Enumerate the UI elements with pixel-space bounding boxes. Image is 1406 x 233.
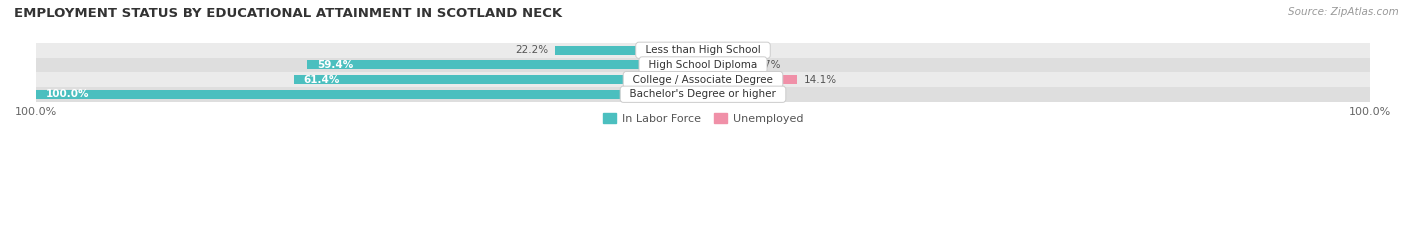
Text: 6.7%: 6.7%	[755, 60, 780, 70]
Text: Source: ZipAtlas.com: Source: ZipAtlas.com	[1288, 7, 1399, 17]
Text: High School Diploma: High School Diploma	[643, 60, 763, 70]
Bar	[555, 46, 703, 55]
Bar	[703, 75, 797, 84]
Text: 14.1%: 14.1%	[804, 75, 837, 85]
Text: Less than High School: Less than High School	[638, 45, 768, 55]
Text: 59.4%: 59.4%	[316, 60, 353, 70]
Text: Bachelor's Degree or higher: Bachelor's Degree or higher	[623, 89, 783, 99]
Text: EMPLOYMENT STATUS BY EDUCATIONAL ATTAINMENT IN SCOTLAND NECK: EMPLOYMENT STATUS BY EDUCATIONAL ATTAINM…	[14, 7, 562, 20]
Text: 0.0%: 0.0%	[710, 89, 735, 99]
Bar	[307, 60, 703, 69]
Bar	[37, 58, 1369, 72]
Bar	[37, 87, 1369, 102]
Text: 100.0%: 100.0%	[46, 89, 90, 99]
Bar	[37, 72, 1369, 87]
Bar	[37, 43, 1369, 58]
Text: 22.2%: 22.2%	[515, 45, 548, 55]
Bar	[703, 60, 748, 69]
Text: College / Associate Degree: College / Associate Degree	[626, 75, 780, 85]
Bar	[37, 90, 703, 99]
Text: 61.4%: 61.4%	[304, 75, 340, 85]
Text: 0.0%: 0.0%	[710, 45, 735, 55]
Bar	[294, 75, 703, 84]
Legend: In Labor Force, Unemployed: In Labor Force, Unemployed	[598, 109, 808, 128]
